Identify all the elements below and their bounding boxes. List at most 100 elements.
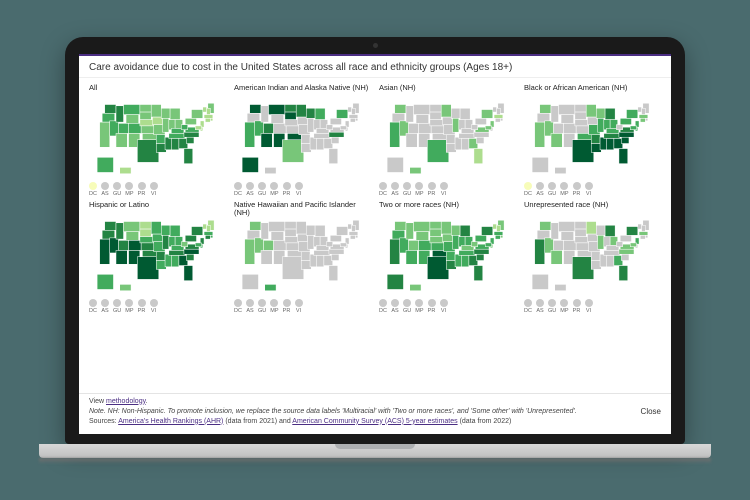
source2-link[interactable]: American Community Survey (ACS) 5-year e… xyxy=(292,418,457,425)
map-label: Hispanic or Latino xyxy=(89,201,226,217)
territory-pr: PR xyxy=(283,182,291,197)
methodology-link[interactable]: methodology xyxy=(106,398,146,405)
territory-vi: VI xyxy=(440,182,448,197)
territory-dc: DC xyxy=(379,299,387,314)
territory-dot xyxy=(524,299,532,307)
territory-gu: GU xyxy=(403,299,411,314)
territory-label: GU xyxy=(258,191,266,197)
territory-dc: DC xyxy=(524,299,532,314)
territory-vi: VI xyxy=(585,182,593,197)
territory-label: VI xyxy=(151,308,156,314)
territory-label: DC xyxy=(89,191,97,197)
territory-label: AS xyxy=(536,308,543,314)
territory-label: MP xyxy=(560,191,568,197)
territory-dot xyxy=(560,182,568,190)
territory-dot xyxy=(270,299,278,307)
territory-label: GU xyxy=(403,191,411,197)
territory-gu: GU xyxy=(113,299,121,314)
territory-dot xyxy=(403,182,411,190)
territory-label: DC xyxy=(379,191,387,197)
territory-label: GU xyxy=(548,308,556,314)
us-map-icon xyxy=(234,102,371,180)
map-panel: All DC AS GU MP PR VI xyxy=(89,84,226,197)
view-label: View xyxy=(89,398,104,405)
territory-row: DC AS GU MP PR VI xyxy=(524,299,661,314)
territory-label: MP xyxy=(270,308,278,314)
territory-dc: DC xyxy=(234,182,242,197)
territory-dot xyxy=(391,299,399,307)
territory-label: DC xyxy=(524,191,532,197)
territory-dot xyxy=(585,182,593,190)
territory-mp: MP xyxy=(560,299,568,314)
territory-pr: PR xyxy=(428,299,436,314)
map-panel: Hispanic or Latino DC AS GU MP PR VI xyxy=(89,201,226,315)
territory-label: DC xyxy=(524,308,532,314)
territory-label: VI xyxy=(586,308,591,314)
territory-dot xyxy=(234,182,242,190)
territory-label: GU xyxy=(258,308,266,314)
map-label: Unrepresented race (NH) xyxy=(524,201,661,217)
territory-dot xyxy=(113,182,121,190)
territory-dot xyxy=(560,299,568,307)
territory-label: DC xyxy=(234,308,242,314)
territory-dot xyxy=(113,299,121,307)
source1-link[interactable]: America's Health Rankings (AHR) xyxy=(118,418,223,425)
territory-label: PR xyxy=(573,191,581,197)
territory-row: DC AS GU MP PR VI xyxy=(524,182,661,197)
territory-mp: MP xyxy=(560,182,568,197)
territory-dot xyxy=(270,182,278,190)
territory-dot xyxy=(548,299,556,307)
territory-label: VI xyxy=(296,308,301,314)
territory-label: AS xyxy=(391,191,398,197)
map-label: All xyxy=(89,84,226,100)
territory-label: AS xyxy=(246,191,253,197)
laptop-shadow xyxy=(39,458,711,464)
footer-note: Note. NH: Non-Hispanic. To promote inclu… xyxy=(89,408,661,415)
map-label: American Indian and Alaska Native (NH) xyxy=(234,84,371,100)
territory-label: VI xyxy=(296,191,301,197)
territory-label: VI xyxy=(586,191,591,197)
map-grid: All DC AS GU MP PR VI American Indian an… xyxy=(79,78,671,317)
territory-mp: MP xyxy=(415,299,423,314)
us-map-icon xyxy=(234,219,371,297)
territory-label: AS xyxy=(246,308,253,314)
territory-mp: MP xyxy=(270,182,278,197)
camera-dot xyxy=(373,43,378,48)
territory-label: VI xyxy=(441,308,446,314)
territory-dot xyxy=(391,182,399,190)
territory-label: AS xyxy=(536,191,543,197)
territory-row: DC AS GU MP PR VI xyxy=(234,182,371,197)
us-map-icon xyxy=(89,102,226,180)
us-map-icon xyxy=(89,219,226,297)
territory-dot xyxy=(403,299,411,307)
close-button[interactable]: Close xyxy=(641,407,661,416)
source2-suffix: (data from 2022) xyxy=(460,418,512,425)
territory-label: AS xyxy=(101,191,108,197)
territory-label: MP xyxy=(560,308,568,314)
territory-dot xyxy=(138,182,146,190)
territory-label: MP xyxy=(415,191,423,197)
territory-label: GU xyxy=(113,191,121,197)
map-panel: Native Hawaiian and Pacific Islander (NH… xyxy=(234,201,371,315)
territory-as: AS xyxy=(536,299,544,314)
map-label: Asian (NH) xyxy=(379,84,516,100)
territory-gu: GU xyxy=(113,182,121,197)
map-panel: Two or more races (NH) DC AS GU MP PR VI xyxy=(379,201,516,315)
territory-vi: VI xyxy=(295,182,303,197)
territory-dot xyxy=(415,299,423,307)
territory-row: DC AS GU MP PR VI xyxy=(379,182,516,197)
territory-label: PR xyxy=(138,191,146,197)
territory-dot xyxy=(295,299,303,307)
territory-dot xyxy=(138,299,146,307)
territory-label: PR xyxy=(283,191,291,197)
territory-label: PR xyxy=(428,191,436,197)
territory-as: AS xyxy=(391,182,399,197)
territory-dot xyxy=(89,182,97,190)
territory-pr: PR xyxy=(428,182,436,197)
territory-dot xyxy=(246,299,254,307)
territory-vi: VI xyxy=(150,182,158,197)
territory-dot xyxy=(258,182,266,190)
territory-dot xyxy=(101,299,109,307)
territory-label: GU xyxy=(113,308,121,314)
territory-dot xyxy=(379,299,387,307)
